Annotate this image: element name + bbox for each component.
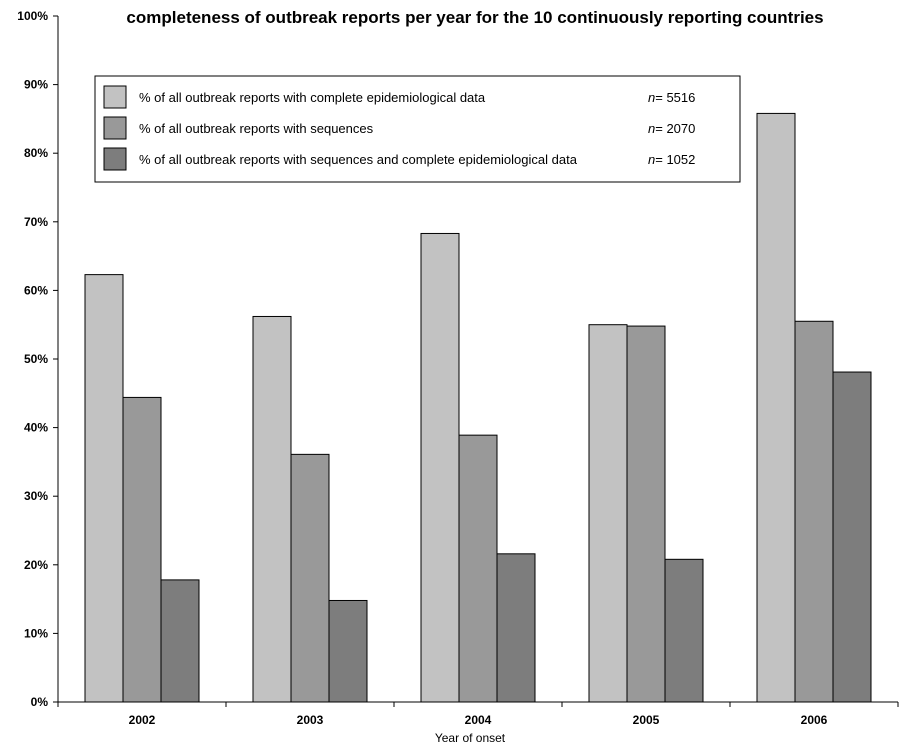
y-axis: 0% 10% 20% 30% 40% 50% 60% 70% 80% 90% 100%	[17, 9, 59, 709]
bar-2004-series-1	[420, 232, 460, 703]
legend-label-3: % of all outbreak reports with sequences…	[139, 152, 578, 167]
chart-title: completeness of outbreak reports per yea…	[126, 8, 823, 27]
y-tick-label: 80%	[24, 146, 48, 160]
y-tick-label: 0%	[31, 695, 49, 709]
bar-2005-series-1	[588, 324, 628, 703]
legend-swatch-1	[103, 85, 127, 109]
x-tick-label: 2006	[801, 713, 828, 727]
x-tick-label: 2003	[297, 713, 324, 727]
x-axis-label: Year of onset	[435, 731, 506, 745]
bar-2002-series-2	[122, 396, 162, 703]
legend-label-1: % of all outbreak reports with complete …	[139, 90, 486, 105]
legend: % of all outbreak reports with complete …	[94, 75, 741, 183]
bars	[84, 112, 872, 703]
bar-2002-series-1	[84, 274, 124, 703]
bar-2003-series-2	[290, 453, 330, 703]
y-tick-label: 50%	[24, 352, 48, 366]
y-tick-label: 10%	[24, 626, 48, 640]
bar-2002-series-3	[160, 579, 200, 703]
legend-swatch-3	[103, 147, 127, 171]
bar-2006-series-1	[756, 112, 796, 703]
bar-2006-series-2	[794, 320, 834, 703]
y-tick-label: 70%	[24, 215, 48, 229]
x-tick-label: 2005	[633, 713, 660, 727]
legend-box	[94, 75, 741, 183]
bar-2006-series-3	[832, 371, 872, 703]
y-tick-label: 20%	[24, 558, 48, 572]
bar-2005-series-3	[664, 558, 704, 703]
legend-swatch-2	[103, 116, 127, 140]
bar-2003-series-1	[252, 315, 292, 703]
y-tick-label: 100%	[17, 9, 48, 23]
y-tick-label: 30%	[24, 489, 48, 503]
legend-n-2: n= 2070	[648, 121, 695, 136]
bar-2005-series-2	[626, 325, 666, 703]
x-tick-label: 2004	[465, 713, 492, 727]
y-tick-label: 90%	[24, 78, 48, 92]
x-axis: 2002 2003 2004 2005 2006	[57, 701, 899, 727]
y-tick-label: 40%	[24, 421, 48, 435]
bar-2003-series-3	[328, 599, 368, 703]
x-tick-label: 2002	[129, 713, 156, 727]
bar-2004-series-2	[458, 434, 498, 703]
y-tick-label: 60%	[24, 283, 48, 297]
legend-n-3: n= 1052	[648, 152, 695, 167]
legend-n-1: n= 5516	[648, 90, 695, 105]
bar-2004-series-3	[496, 553, 536, 703]
legend-label-2: % of all outbreak reports with sequences	[139, 121, 374, 136]
